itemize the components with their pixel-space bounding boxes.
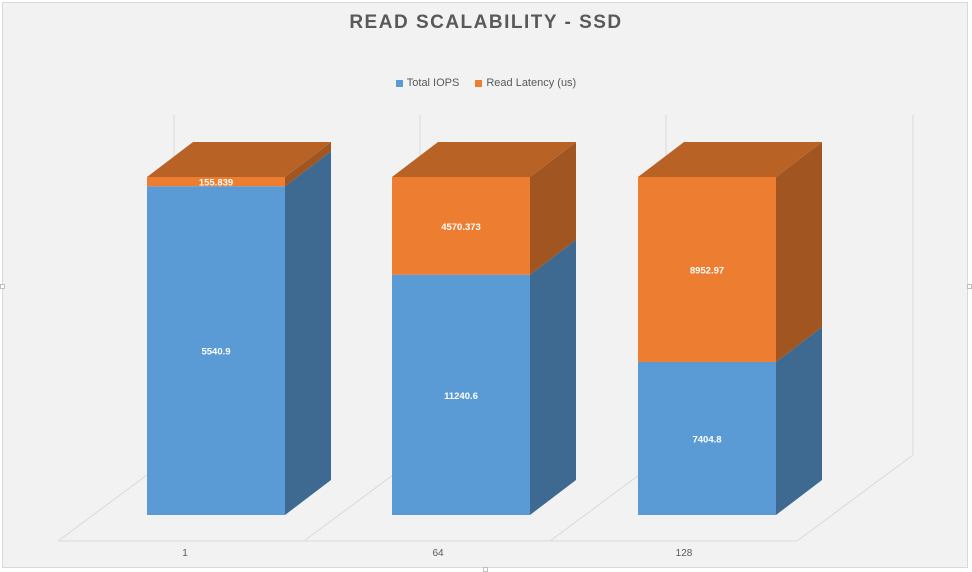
data-label: 4570.373 [441,222,481,233]
bar-side-face [285,142,331,187]
legend-swatch-read-latency [475,79,483,87]
bar-front-face [392,177,530,275]
data-label: 11240.6 [444,391,478,402]
bar-front-face [392,274,530,515]
bar-1-total-iops[interactable] [147,151,331,515]
bar-side-face [776,142,822,362]
legend-item-read-latency[interactable]: Read Latency (us) [475,77,576,89]
legend-label-read-latency: Read Latency (us) [486,77,577,89]
bar-front-face [638,361,776,515]
x-tick-label: 64 [432,548,444,559]
bar-front-face [638,177,776,362]
chart-title: READ SCALABILITY - SSD [349,12,623,33]
bar-top-face [638,142,822,177]
x-axis-ticks: 1 64 128 [182,548,693,559]
bar-front-face [147,186,285,515]
bar-64-total-iops[interactable] [392,239,576,515]
bar-top-face [392,142,576,177]
bar-top-face [147,142,331,177]
bar-side-face [530,142,576,275]
legend-swatch-total-iops [395,79,403,87]
floor-right-edge [796,454,914,542]
data-label: 8952.97 [690,265,724,276]
bar-64-read-latency[interactable] [392,142,576,275]
bars [147,142,822,515]
legend-item-total-iops[interactable]: Total IOPS [395,77,460,89]
data-label: 7404.8 [692,434,721,445]
bar-side-face [285,151,331,515]
x-tick-label: 1 [182,548,188,559]
data-label: 155.839 [199,178,233,189]
bar-128-total-iops[interactable] [638,326,822,515]
bar-1-read-latency[interactable] [147,142,331,187]
bar-side-face [530,239,576,515]
bar-side-face [776,326,822,515]
legend: Total IOPS Read Latency (us) [0,77,972,89]
resize-handle-bottom[interactable] [483,567,488,572]
resize-handle-right[interactable] [967,284,972,289]
data-label: 5540.9 [201,347,230,358]
legend-label-total-iops: Total IOPS [406,77,460,89]
data-labels: 5540.9 155.839 11240.6 4570.373 7404.8 8952.9… [199,178,724,446]
resize-handle-left[interactable] [0,284,5,289]
bar-front-face [147,177,285,187]
bar-128-read-latency[interactable] [638,142,822,362]
x-tick-label: 128 [676,548,693,559]
